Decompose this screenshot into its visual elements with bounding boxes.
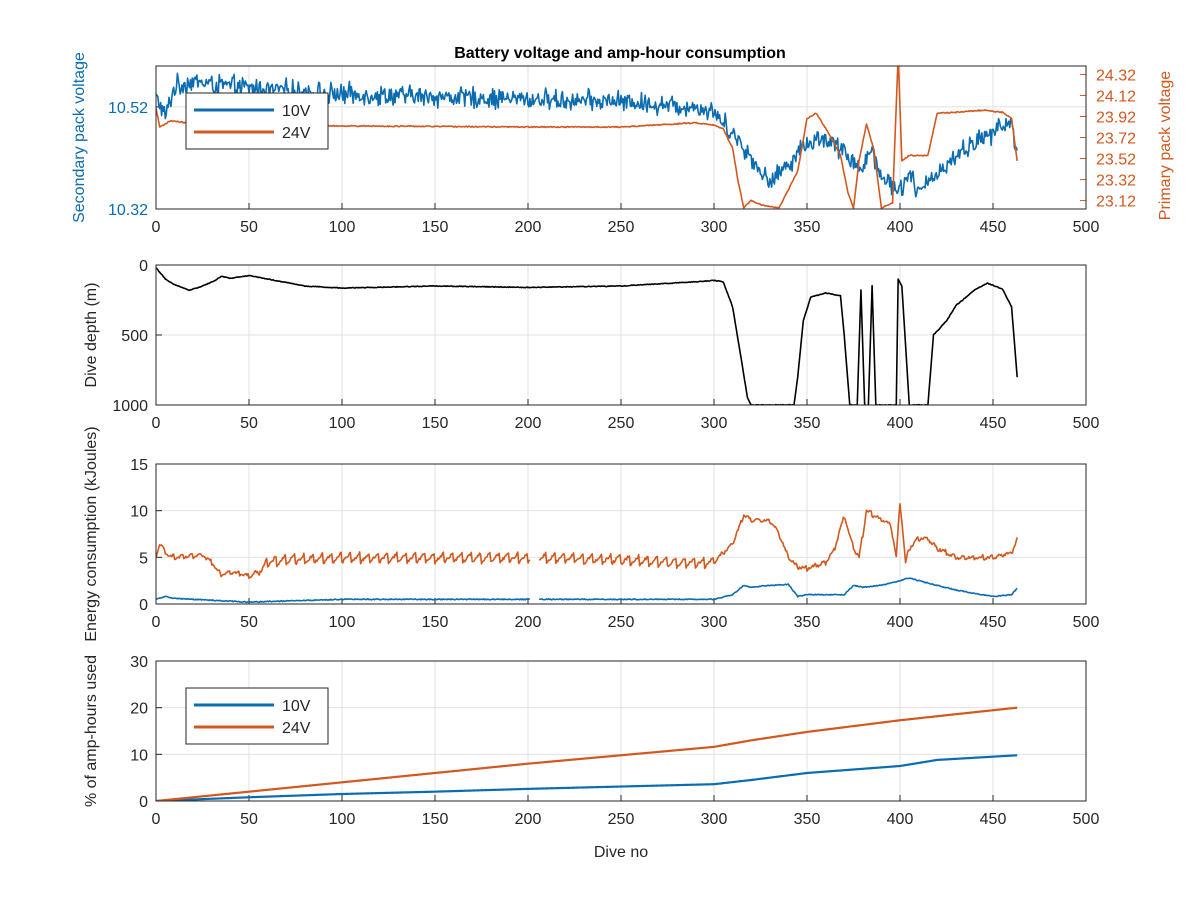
x-tick-label: 100 <box>329 415 356 432</box>
series-group <box>156 502 1018 604</box>
y-right-tick-label: 23.12 <box>1096 194 1136 211</box>
y-right-axis-label: Primary pack voltage <box>1157 71 1174 220</box>
legend-box <box>185 92 329 150</box>
x-tick-label: 350 <box>794 811 821 828</box>
x-tick-label: 350 <box>794 219 821 236</box>
x-tick-label: 450 <box>980 614 1007 631</box>
series-line-24v <box>156 706 1018 801</box>
y-right-tick-label: 23.52 <box>1096 152 1136 169</box>
x-tick-label: 450 <box>980 415 1007 432</box>
y-tick-label: 10.52 <box>108 100 148 117</box>
chart-panel-amphours: 0 50 100 150 200 250 300 350 400 450 500 0 10 20 30 % o… <box>83 654 1099 861</box>
x-tick-label: 0 <box>152 219 161 236</box>
x-tick-label: 350 <box>794 415 821 432</box>
chart-title: Battery voltage and amp-hour consumption <box>454 45 786 62</box>
x-tick-label: 250 <box>608 614 635 631</box>
x-tick-label: 150 <box>422 811 449 828</box>
x-tick-label: 200 <box>515 219 542 236</box>
y-axis-label: Dive depth (m) <box>83 283 100 388</box>
x-tick-label: 400 <box>887 219 914 236</box>
y-tick-label: 15 <box>130 457 148 474</box>
x-tick-label: 50 <box>240 219 258 236</box>
x-tick-label: 100 <box>329 219 356 236</box>
y-right-tick-label: 24.32 <box>1096 67 1136 84</box>
y-tick-label: 30 <box>130 654 148 671</box>
x-tick-label: 450 <box>980 811 1007 828</box>
x-tick-label: 300 <box>701 415 728 432</box>
legend-box <box>185 687 329 745</box>
plot-frame <box>155 264 1087 406</box>
x-tick-label: 200 <box>515 614 542 631</box>
x-tick-label: 250 <box>608 415 635 432</box>
legend-label-10v: 10V <box>282 698 311 715</box>
y-right-tick-label: 23.92 <box>1096 109 1136 126</box>
x-tick-label: 50 <box>240 614 258 631</box>
y-tick-label: 1000 <box>112 398 148 415</box>
x-tick-label: 100 <box>329 614 356 631</box>
y-tick-label: 20 <box>130 701 148 718</box>
chart-panel-energy: 0 50 100 150 200 250 300 350 400 450 500 0 5 10 15 Ener… <box>83 426 1099 641</box>
x-tick-label: 0 <box>152 811 161 828</box>
plot-frame <box>155 463 1087 605</box>
x-axis-label: Dive no <box>594 844 648 861</box>
y-tick-label: 0 <box>139 597 148 614</box>
legend-label-10v: 10V <box>282 103 311 120</box>
series-line-depth <box>156 267 1018 405</box>
y-tick-label: 5 <box>139 550 148 567</box>
x-tick-label: 100 <box>329 811 356 828</box>
x-tick-label: 150 <box>422 415 449 432</box>
x-tick-label: 500 <box>1073 811 1100 828</box>
chart-panels: 0 50 100 150 200 250 300 350 400 450 50010.3210.52… <box>71 52 1174 861</box>
plot-frame <box>155 660 1087 802</box>
series-group <box>156 267 1018 405</box>
series-line-10v <box>156 754 1018 801</box>
x-tick-label: 500 <box>1073 415 1100 432</box>
x-tick-label: 500 <box>1073 219 1100 236</box>
x-tick-label: 450 <box>980 219 1007 236</box>
x-tick-label: 0 <box>152 614 161 631</box>
chart-panel-voltage: 0 50 100 150 200 250 300 350 400 450 500 10.32 10.52… <box>71 52 1174 236</box>
plot-frame <box>155 65 1087 210</box>
x-tick-label: 350 <box>794 614 821 631</box>
chart-panel-depth: 0 50 100 150 200 250 300 350 400 450 500 0 500 1000 Di… <box>83 258 1099 432</box>
y-tick-label: 0 <box>139 794 148 811</box>
x-tick-label: 250 <box>608 811 635 828</box>
legend-label-24v: 24V <box>282 125 311 142</box>
x-tick-label: 200 <box>515 811 542 828</box>
legend-label-24v: 24V <box>282 720 311 737</box>
y-right-tick-label: 23.72 <box>1096 131 1136 148</box>
x-tick-label: 300 <box>701 811 728 828</box>
x-tick-label: 400 <box>887 614 914 631</box>
series-line-24v <box>156 502 1018 580</box>
x-tick-label: 500 <box>1073 614 1100 631</box>
y-axis-label: Secondary pack voltage <box>71 52 88 223</box>
y-tick-label: 10 <box>130 747 148 764</box>
x-tick-label: 50 <box>240 811 258 828</box>
x-tick-label: 300 <box>701 614 728 631</box>
x-tick-label: 400 <box>887 415 914 432</box>
y-tick-label: 10 <box>130 504 148 521</box>
x-tick-label: 150 <box>422 219 449 236</box>
series-group <box>156 706 1018 801</box>
x-tick-label: 0 <box>152 415 161 432</box>
y-right-tick-label: 24.12 <box>1096 88 1136 105</box>
x-tick-label: 200 <box>515 415 542 432</box>
x-tick-label: 250 <box>608 219 635 236</box>
y-tick-label: 10.32 <box>108 202 148 219</box>
y-axis-label: % of amp-hours used <box>83 655 100 807</box>
y-tick-label: 500 <box>121 328 148 345</box>
series-line-10v <box>156 577 1018 604</box>
y-axis-label: Energy consumption (kJoules) <box>83 426 100 641</box>
x-tick-label: 50 <box>240 415 258 432</box>
x-tick-label: 400 <box>887 811 914 828</box>
x-tick-label: 300 <box>701 219 728 236</box>
y-right-tick-label: 23.32 <box>1096 173 1136 190</box>
y-tick-label: 0 <box>139 258 148 275</box>
x-tick-label: 150 <box>422 614 449 631</box>
